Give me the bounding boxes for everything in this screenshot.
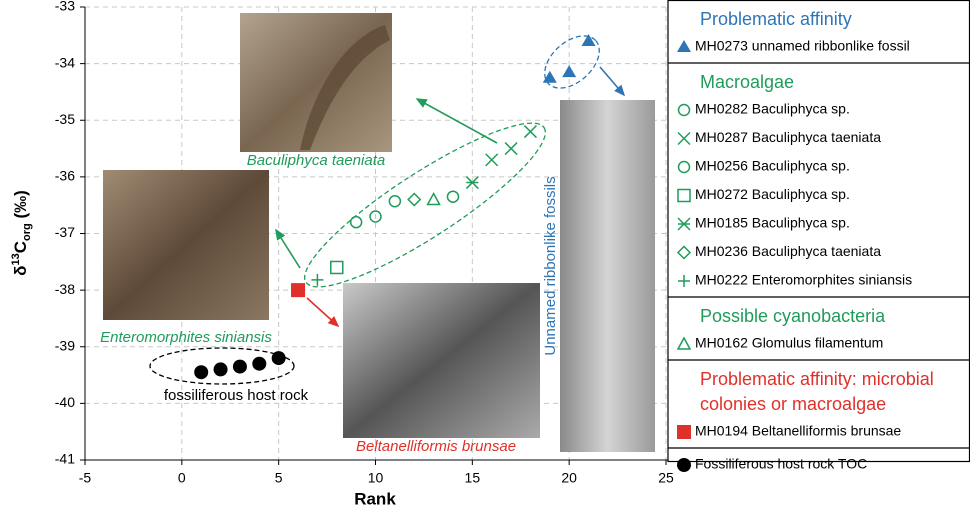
x-axis-title: Rank xyxy=(354,489,396,508)
legend-marker xyxy=(678,275,690,287)
data-point xyxy=(194,365,209,380)
legend-label: MH0273 unnamed ribbonlike fossil xyxy=(695,38,910,54)
legend-label: MH0236 Baculiphyca taeniata xyxy=(695,243,881,259)
legend-group-title: colonies or macroalgae xyxy=(700,394,886,414)
legend-label: Fossiliferous host rock TOC xyxy=(695,456,867,472)
data-point xyxy=(369,210,382,223)
y-axis-title: δ13Corg (‰) xyxy=(10,190,33,276)
legend-label: MH0222 Enteromorphites siniansis xyxy=(695,272,912,288)
data-point xyxy=(426,191,441,206)
host-rock-ellipse xyxy=(149,347,295,385)
legend-marker xyxy=(677,188,691,203)
legend-label: MH0272 Baculiphyca sp. xyxy=(695,186,850,202)
data-point xyxy=(252,356,267,371)
data-point xyxy=(542,70,557,83)
arrow xyxy=(275,228,301,269)
data-point xyxy=(581,33,596,46)
y-title-part: C xyxy=(11,241,30,253)
legend-marker xyxy=(677,40,691,52)
annotation: Baculiphyca taeniata xyxy=(247,152,385,169)
data-point xyxy=(407,192,422,207)
x-tick-label: 0 xyxy=(178,470,186,486)
data-point xyxy=(213,362,228,377)
legend-marker xyxy=(677,103,691,117)
arrow xyxy=(415,98,498,144)
legend-marker xyxy=(677,131,691,146)
y-tick-label: -38 xyxy=(55,281,75,297)
data-point xyxy=(504,142,518,156)
y-tick-label: -35 xyxy=(55,111,75,127)
y-title-part: 13 xyxy=(10,253,22,265)
annotation: fossiliferous host rock xyxy=(164,387,309,404)
y-tick-label: -37 xyxy=(55,224,75,240)
y-tick-label: -33 xyxy=(55,0,75,14)
arrow xyxy=(599,66,626,97)
photo-beltanelliformis xyxy=(343,283,540,438)
y-tick-label: -36 xyxy=(55,168,75,184)
x-tick-label: 10 xyxy=(368,470,384,486)
y-title-part: δ xyxy=(11,266,30,276)
annotation: Beltanelliformis brunsae xyxy=(356,438,516,455)
legend-group-title: Problematic affinity: microbial xyxy=(700,369,934,389)
y-tick-label: -39 xyxy=(55,337,75,353)
annotation: Enteromorphites siniansis xyxy=(100,329,272,346)
legend-label: MH0185 Baculiphyca sp. xyxy=(695,215,850,231)
legend-marker xyxy=(677,217,691,231)
annotation: Unnamed ribbonlike fossils xyxy=(542,176,559,355)
legend-box xyxy=(667,0,970,463)
y-tick-label: -40 xyxy=(55,394,75,410)
legend-marker xyxy=(676,245,692,260)
legend-marker xyxy=(677,458,691,472)
legend-group-title: Problematic affinity xyxy=(700,9,852,29)
data-point xyxy=(349,215,363,229)
legend-label: MH0256 Baculiphyca sp. xyxy=(695,158,850,174)
arrow xyxy=(306,297,340,328)
legend-group-title: Macroalgae xyxy=(700,72,794,92)
data-point xyxy=(446,190,460,203)
legend-marker xyxy=(677,425,691,439)
legend-label: MH0287 Baculiphyca taeniata xyxy=(695,129,881,145)
data-point xyxy=(291,283,306,298)
y-tick-label: -34 xyxy=(55,54,75,70)
photo-detail xyxy=(300,25,390,150)
data-point xyxy=(562,65,577,78)
legend-label: MH0162 Glomulus filamentum xyxy=(695,335,883,351)
photo-ribbonlike xyxy=(560,100,655,452)
x-tick-label: 15 xyxy=(465,470,481,486)
photo-enteromorphites xyxy=(103,170,269,320)
legend-marker xyxy=(677,160,691,174)
data-point xyxy=(271,351,286,366)
y-title-part: (‰) xyxy=(11,190,30,223)
ribbon-ellipse xyxy=(544,35,600,89)
x-tick-label: 25 xyxy=(658,470,674,486)
legend-group-title: Possible cyanobacteria xyxy=(700,306,886,326)
legend-label: MH0194 Beltanelliformis brunsae xyxy=(695,423,901,439)
y-title-part: org xyxy=(21,223,33,241)
x-tick-label: 5 xyxy=(275,470,283,486)
data-point xyxy=(523,125,537,139)
data-point xyxy=(330,260,344,275)
legend-marker xyxy=(676,336,692,350)
data-point xyxy=(485,153,499,167)
data-point xyxy=(232,359,247,374)
legend-label: MH0282 Baculiphyca sp. xyxy=(695,101,850,117)
x-tick-label: -5 xyxy=(79,470,92,486)
y-tick-label: -41 xyxy=(55,451,75,467)
data-point xyxy=(465,176,479,190)
x-tick-label: 20 xyxy=(561,470,577,486)
data-point xyxy=(388,194,402,208)
macroalgae-ellipse xyxy=(303,122,547,288)
data-point xyxy=(311,273,324,286)
